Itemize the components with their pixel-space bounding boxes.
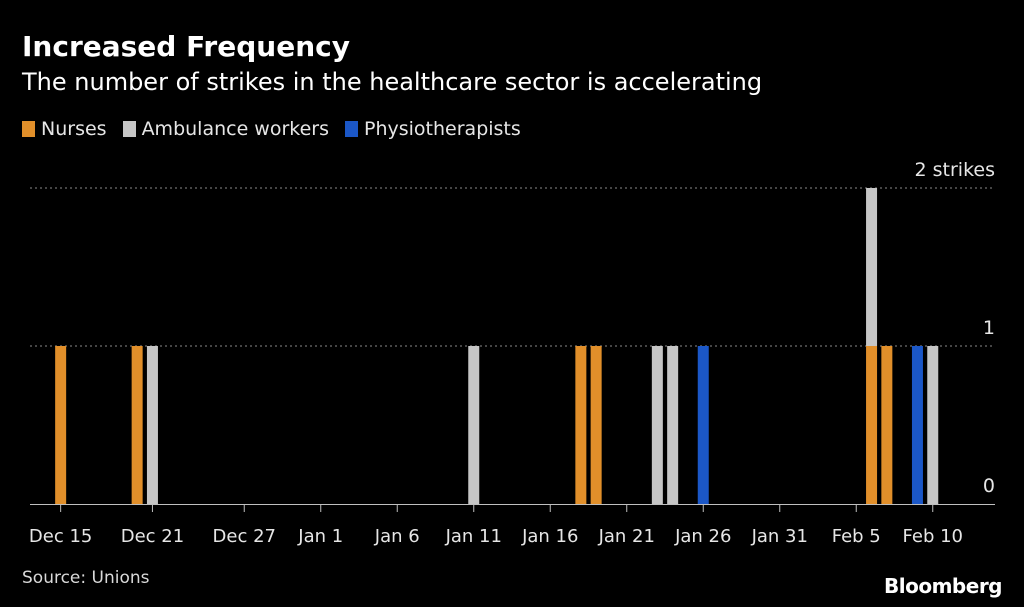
bar-nurses bbox=[590, 346, 602, 504]
bar-ambulance-workers bbox=[651, 346, 663, 504]
legend-label-nurses: Nurses bbox=[41, 118, 107, 140]
legend: Nurses Ambulance workers Physiotherapist… bbox=[22, 118, 537, 140]
x-tick-label: Feb 10 bbox=[903, 526, 964, 547]
chart-subtitle: The number of strikes in the healthcare … bbox=[22, 68, 763, 96]
x-tick-label: Dec 27 bbox=[213, 526, 276, 547]
legend-swatch-ambulance bbox=[122, 121, 136, 137]
bar-nurses bbox=[881, 346, 893, 504]
x-tick-label: Jan 26 bbox=[674, 526, 731, 547]
bar-nurses bbox=[131, 346, 143, 504]
bar-nurses bbox=[866, 346, 878, 504]
legend-swatch-nurses bbox=[22, 121, 35, 137]
x-tick-label: Jan 31 bbox=[751, 526, 808, 547]
source-note: Source: Unions bbox=[22, 568, 150, 588]
legend-item-ambulance: Ambulance workers bbox=[122, 118, 330, 140]
bar-ambulance-workers bbox=[667, 346, 679, 504]
bar-physiotherapists bbox=[697, 346, 709, 504]
y-tick-label: 2 strikes bbox=[915, 159, 995, 181]
y-tick-label: 1 bbox=[983, 317, 995, 339]
x-tick-label: Dec 15 bbox=[29, 526, 92, 547]
x-tick-label: Dec 21 bbox=[121, 526, 184, 547]
bar-ambulance-workers bbox=[468, 346, 480, 504]
x-tick-label: Jan 11 bbox=[445, 526, 502, 547]
bar-nurses bbox=[575, 346, 587, 504]
legend-label-physio: Physiotherapists bbox=[364, 118, 521, 140]
chart-title: Increased Frequency bbox=[22, 30, 350, 63]
y-tick-label: 0 bbox=[983, 475, 995, 497]
x-tick-label: Jan 21 bbox=[598, 526, 655, 547]
legend-swatch-physio bbox=[345, 121, 359, 137]
x-tick-label: Jan 16 bbox=[521, 526, 578, 547]
x-tick-label: Jan 6 bbox=[374, 526, 420, 547]
bloomberg-logo: Bloomberg bbox=[884, 574, 1002, 598]
legend-item-physio: Physiotherapists bbox=[345, 118, 521, 140]
bar-ambulance-workers bbox=[146, 346, 158, 504]
legend-label-ambulance: Ambulance workers bbox=[141, 118, 330, 140]
bar-ambulance-workers bbox=[927, 346, 939, 504]
bar-ambulance-workers bbox=[866, 188, 878, 346]
x-tick-label: Jan 1 bbox=[297, 526, 343, 547]
legend-item-nurses: Nurses bbox=[22, 118, 107, 140]
bar-nurses bbox=[55, 346, 67, 504]
bar-physiotherapists bbox=[911, 346, 923, 504]
x-tick-label: Feb 5 bbox=[832, 526, 881, 547]
